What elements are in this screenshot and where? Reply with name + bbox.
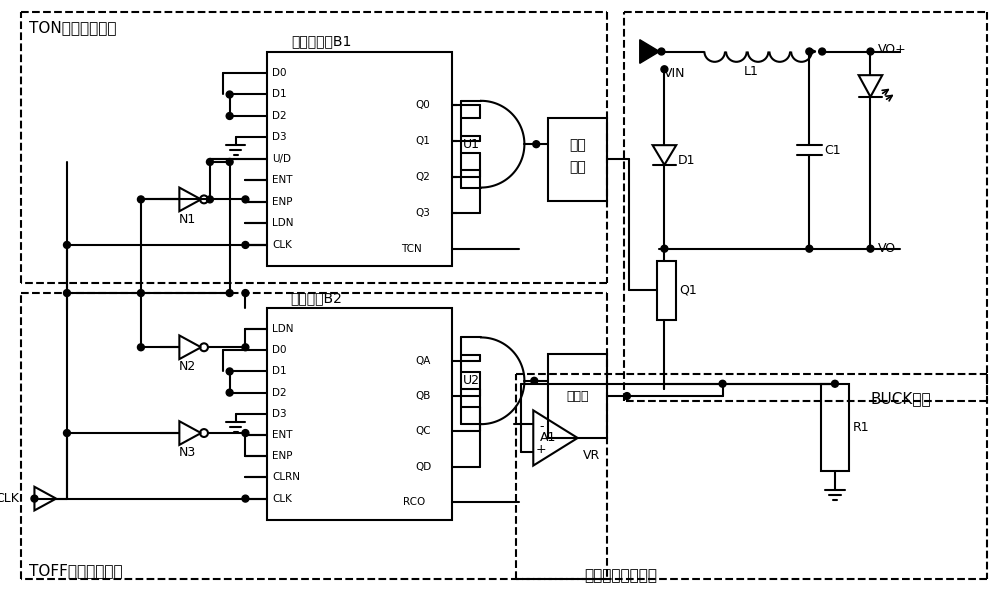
Text: TOFF时间控制模块: TOFF时间控制模块 xyxy=(29,563,122,579)
Circle shape xyxy=(206,196,213,203)
Text: QA: QA xyxy=(415,356,430,366)
Bar xyxy=(267,52,452,266)
Polygon shape xyxy=(640,40,659,63)
Text: ENT: ENT xyxy=(272,430,293,440)
Circle shape xyxy=(832,380,838,387)
Circle shape xyxy=(658,48,665,55)
Circle shape xyxy=(531,377,538,384)
Circle shape xyxy=(806,246,813,252)
Text: VO-: VO- xyxy=(878,242,901,255)
Text: VIN: VIN xyxy=(663,66,685,79)
Circle shape xyxy=(226,289,233,296)
Bar xyxy=(548,117,607,202)
Text: N2: N2 xyxy=(179,361,196,374)
Circle shape xyxy=(226,368,233,375)
Circle shape xyxy=(533,141,540,148)
Text: D2: D2 xyxy=(272,111,287,121)
Text: Q2: Q2 xyxy=(415,172,430,182)
Circle shape xyxy=(661,246,668,252)
Text: QB: QB xyxy=(415,391,430,401)
Text: QC: QC xyxy=(415,426,431,436)
Circle shape xyxy=(242,241,249,248)
Text: CLK: CLK xyxy=(272,493,292,503)
Text: D0: D0 xyxy=(272,345,287,355)
Text: R1: R1 xyxy=(853,420,869,433)
Circle shape xyxy=(719,380,726,387)
Text: D1: D1 xyxy=(678,154,696,167)
Text: TON时间均衡模块: TON时间均衡模块 xyxy=(29,20,116,36)
Text: Q1: Q1 xyxy=(415,136,430,146)
Text: Q3: Q3 xyxy=(415,208,430,218)
Text: Q0: Q0 xyxy=(415,100,430,110)
Text: LDN: LDN xyxy=(272,324,294,334)
Circle shape xyxy=(661,66,668,73)
Text: RCO: RCO xyxy=(403,497,425,507)
Text: 平均电流采样模块: 平均电流采样模块 xyxy=(585,569,658,584)
Text: N3: N3 xyxy=(179,447,196,459)
Text: LDN: LDN xyxy=(272,218,294,228)
Text: U2: U2 xyxy=(463,374,480,387)
Circle shape xyxy=(226,113,233,119)
Text: QD: QD xyxy=(415,462,431,472)
Text: D0: D0 xyxy=(272,68,287,78)
Circle shape xyxy=(64,429,70,436)
Text: ENT: ENT xyxy=(272,176,293,186)
Circle shape xyxy=(226,91,233,98)
Text: L1: L1 xyxy=(743,65,758,78)
Circle shape xyxy=(137,196,144,203)
Text: +: + xyxy=(536,444,546,456)
Circle shape xyxy=(242,495,249,502)
Circle shape xyxy=(64,241,70,248)
Circle shape xyxy=(867,246,874,252)
Bar xyxy=(267,308,452,520)
Text: 比较器: 比较器 xyxy=(566,390,589,403)
Text: C1: C1 xyxy=(824,144,841,157)
Circle shape xyxy=(137,344,144,350)
Circle shape xyxy=(64,289,70,296)
Text: 加计数器B2: 加计数器B2 xyxy=(290,291,342,305)
Circle shape xyxy=(226,389,233,396)
Text: D1: D1 xyxy=(272,366,287,377)
Bar xyxy=(821,384,849,470)
Circle shape xyxy=(242,429,249,436)
Text: Q1: Q1 xyxy=(679,283,697,296)
Text: U/D: U/D xyxy=(272,154,291,164)
Circle shape xyxy=(242,196,249,203)
Circle shape xyxy=(242,344,249,350)
Text: 驱动: 驱动 xyxy=(569,138,586,152)
Bar xyxy=(548,354,607,438)
Circle shape xyxy=(867,48,874,55)
Text: D1: D1 xyxy=(272,90,287,100)
Text: CLK: CLK xyxy=(272,240,292,250)
Text: N1: N1 xyxy=(179,213,196,225)
Text: D3: D3 xyxy=(272,409,287,419)
Circle shape xyxy=(31,495,38,502)
Text: CLK: CLK xyxy=(0,492,19,505)
Text: ENP: ENP xyxy=(272,197,293,207)
Text: BUCK电路: BUCK电路 xyxy=(870,391,931,406)
Circle shape xyxy=(242,289,249,296)
Text: -: - xyxy=(539,420,543,433)
Circle shape xyxy=(806,48,813,55)
Text: ENP: ENP xyxy=(272,451,293,461)
Text: D3: D3 xyxy=(272,132,287,142)
Circle shape xyxy=(623,393,630,400)
Text: A1: A1 xyxy=(540,432,556,445)
Text: CLRN: CLRN xyxy=(272,473,300,483)
Text: U1: U1 xyxy=(463,138,480,151)
Text: 加减计数器B1: 加减计数器B1 xyxy=(291,34,352,49)
Circle shape xyxy=(206,158,213,165)
Circle shape xyxy=(226,158,233,165)
Text: 电路: 电路 xyxy=(569,160,586,174)
Text: TCN: TCN xyxy=(401,244,422,254)
Text: D2: D2 xyxy=(272,388,287,398)
Circle shape xyxy=(137,289,144,296)
Text: VR: VR xyxy=(583,449,600,462)
Bar xyxy=(657,260,676,320)
Circle shape xyxy=(819,48,826,55)
Text: VO+: VO+ xyxy=(878,43,907,56)
